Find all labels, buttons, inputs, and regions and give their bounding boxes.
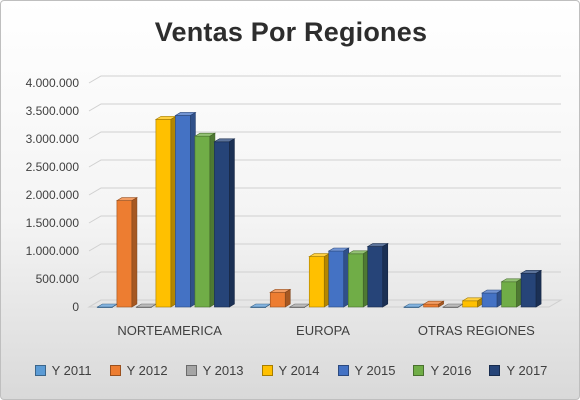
bar [269, 288, 292, 308]
legend-label: Y 2011 [51, 363, 92, 378]
bar [422, 300, 445, 308]
gridline [88, 75, 561, 84]
gridline [88, 159, 561, 168]
gridline [88, 215, 561, 224]
x-category-label: OTRAS REGIONES [418, 323, 535, 338]
y-tick-label: 500.000 [36, 272, 80, 286]
y-tick-label: 0 [72, 300, 79, 314]
y-tick-label: 3.500.000 [26, 104, 80, 118]
gridline [88, 271, 561, 280]
gridline [88, 131, 561, 140]
legend-swatch [34, 365, 46, 376]
bar [115, 197, 138, 308]
bar [96, 303, 119, 308]
gridline [88, 103, 561, 112]
legend-item: Y 2015 [337, 363, 396, 378]
bar [327, 247, 350, 308]
bar [288, 303, 311, 308]
x-category-label: EUROPA [296, 323, 350, 338]
legend-item: Y 2013 [185, 363, 244, 378]
legend-label: Y 2013 [202, 363, 244, 378]
legend-item: Y 2017 [489, 363, 547, 378]
legend-label: Y 2016 [430, 363, 472, 378]
bar [347, 250, 370, 308]
legend-item: Y 2012 [109, 363, 168, 378]
y-tick-label: 4.000.000 [26, 76, 80, 90]
bar [520, 269, 543, 308]
legend: Y 2011 Y 2012 Y 2013 Y 2014 Y 2015 Y 2016 Y 20… [1, 363, 579, 378]
bar [213, 138, 236, 308]
legend-item: Y 2011 [34, 363, 92, 378]
legend-item: Y 2016 [413, 363, 471, 378]
y-tick-label: 2.500.000 [26, 160, 80, 174]
gridlines [88, 75, 561, 308]
legend-swatch [337, 365, 349, 376]
y-axis-ticks: 4.000.000 3.500.000 3.000.000 2.500.000 2.00… [26, 76, 80, 314]
chart-title: Ventas Por Regiones [154, 17, 428, 47]
legend-label: Y 2014 [278, 363, 320, 378]
x-category-label: NORTEAMERICA [117, 323, 222, 338]
bar [461, 297, 484, 308]
bar [500, 278, 523, 308]
y-tick-label: 2.000.000 [26, 188, 80, 202]
gridline [88, 187, 561, 196]
legend-label: Y 2015 [354, 363, 396, 378]
legend-label: Y 2012 [126, 363, 168, 378]
bar [308, 253, 331, 308]
legend-swatch [185, 365, 197, 376]
bar [154, 115, 177, 308]
x-axis-labels: NORTEAMERICA EUROPA OTRAS REGIONES [117, 323, 535, 338]
bars [96, 111, 543, 308]
legend-item: Y 2014 [261, 363, 320, 378]
legend-swatch [413, 365, 425, 376]
bar [366, 242, 389, 308]
y-tick-label: 3.000.000 [26, 132, 80, 146]
bar [481, 289, 504, 308]
legend-swatch [489, 365, 501, 376]
gridline [88, 299, 561, 308]
gridline [88, 243, 561, 252]
legend-label: Y 2017 [506, 363, 548, 378]
y-tick-label: 1.000.000 [26, 244, 80, 258]
bar [174, 111, 197, 308]
legend-swatch [109, 365, 121, 376]
legend-swatch [261, 365, 273, 376]
y-tick-label: 1.500.000 [26, 216, 80, 230]
bar [193, 132, 216, 308]
